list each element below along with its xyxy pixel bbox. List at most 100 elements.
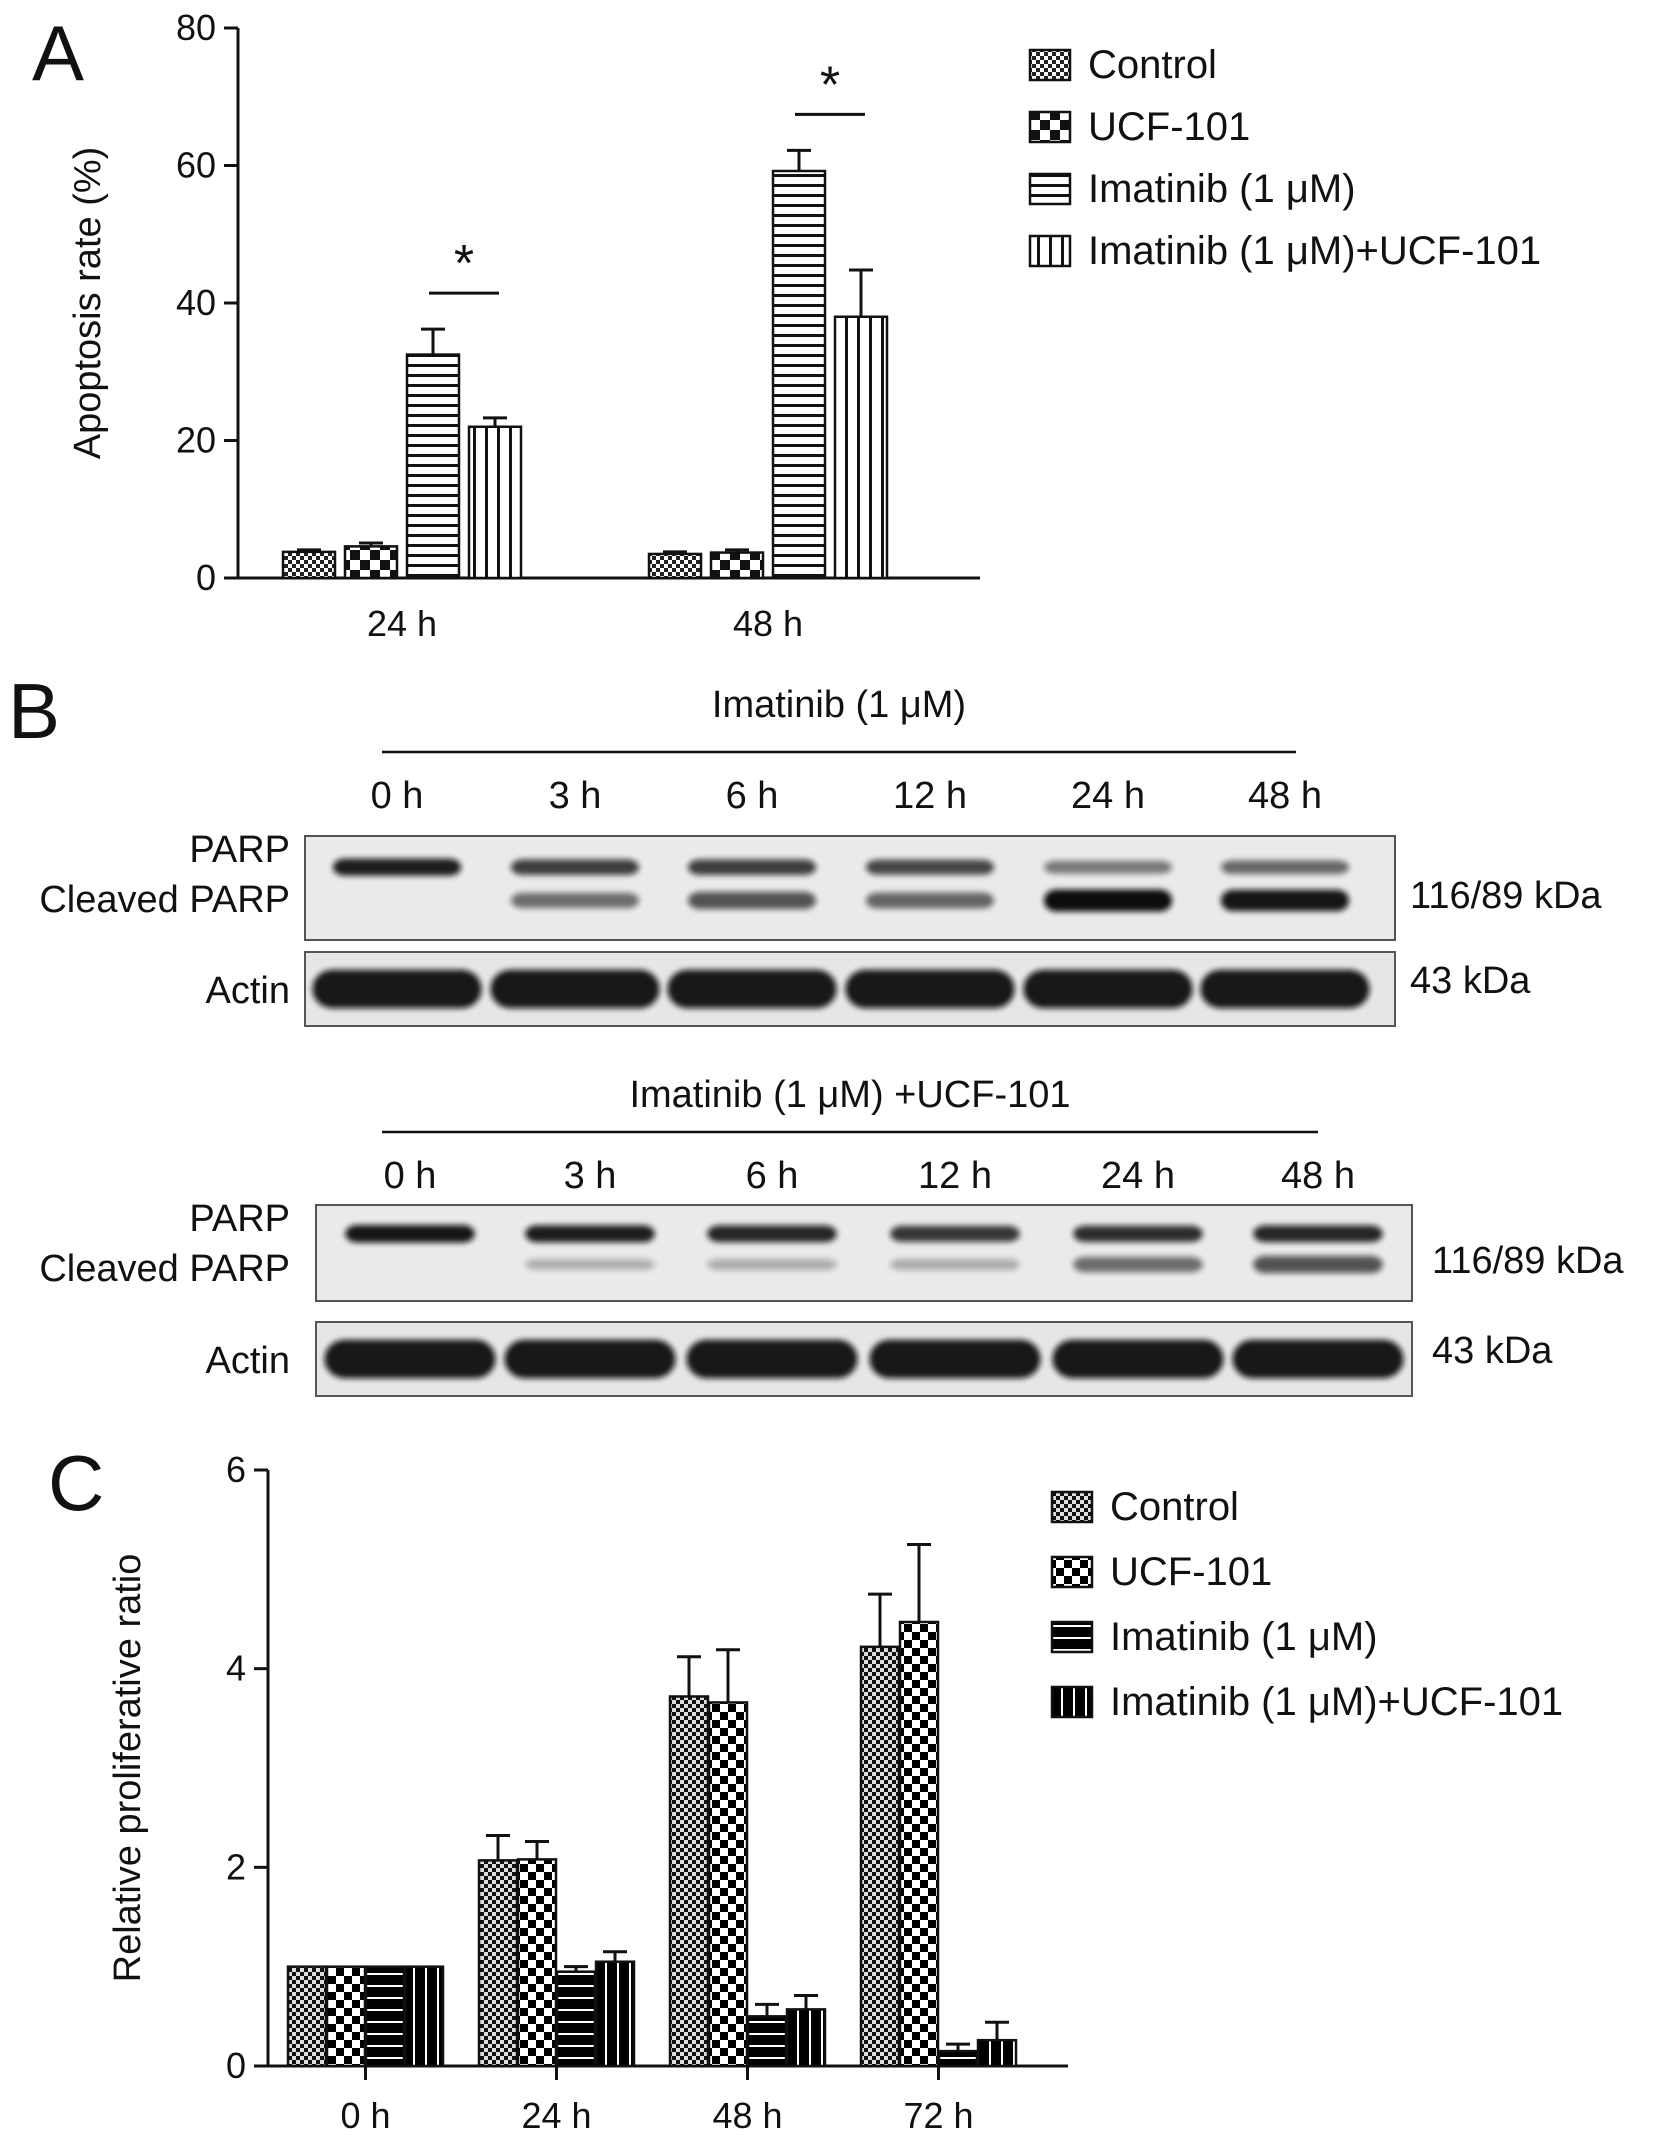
chart-apoptosis-rate: 0 20 40 60 80 Apoptosis rate (%) 24 h 48 h * * Con… (67, 7, 1541, 644)
actin-band (667, 969, 837, 1009)
y-tick-label: 0 (226, 2045, 246, 2086)
legend-swatch-imatinib-1-m (1028, 172, 1072, 206)
chart-relative-proliferative-ratio: 0 2 4 6 Relative proliferative ratio 0 h 24 h 4… (107, 1449, 1563, 2136)
cleaved-parp-band (1043, 889, 1173, 912)
bar-imatinib-1-m-ucf-101-72-h (976, 2038, 1018, 2068)
actin-row-label: Actin (206, 970, 290, 1012)
legend-label-imatinib-1-m-ucf-101: Imatinib (1 μM)+UCF-101 (1110, 1680, 1563, 1724)
y-tick-label: 6 (226, 1449, 246, 1490)
blot-timepoint-label: 24 h (1101, 1155, 1175, 1197)
legend-swatch-control (1028, 48, 1072, 82)
actin-row-label: Actin (206, 1340, 290, 1382)
bar-control-48-h (668, 1695, 710, 2068)
y-axis-title: Apoptosis rate (%) (67, 147, 109, 460)
bar-imatinib-1-m-ucf-101-24-h (594, 1960, 636, 2068)
parp-band (1073, 1225, 1203, 1242)
bar-ucf-101-72-h (898, 1620, 940, 2068)
bar-imatinib-1-m-ucf-101-48-h (833, 315, 889, 580)
blot-timepoint-label: 48 h (1248, 775, 1322, 817)
blot-timepoint-label: 6 h (746, 1155, 799, 1197)
actin-band (845, 969, 1015, 1009)
bar-imatinib-1-m-0-h (364, 1965, 406, 2068)
actin-band (1232, 1339, 1404, 1379)
bar-ucf-101-0-h (325, 1965, 367, 2068)
actin-kda-label: 43 kDa (1432, 1330, 1553, 1372)
blot-timepoint-label: 3 h (549, 775, 602, 817)
parp-band (890, 1225, 1020, 1242)
cleaved-parp-band (707, 1258, 837, 1271)
legend-swatch-imatinib-1-m-ucf-101 (1028, 234, 1072, 268)
bar-imatinib-1-m-ucf-101-48-h (785, 2008, 827, 2068)
legend-label-control: Control (1088, 43, 1217, 87)
western-blot-panels: Imatinib (1 μM) 0 h 3 h 6 h 12 h 24 h 48 h PARP… (39, 684, 1624, 1397)
parp-band (345, 1225, 475, 1243)
y-tick-label: 80 (176, 7, 216, 48)
y-tick-label: 0 (196, 557, 216, 598)
x-tick-label: 48 h (733, 603, 803, 644)
blot-timepoint-label: 12 h (893, 775, 967, 817)
cleaved-parp-row-label: Cleaved PARP (39, 879, 290, 921)
cleaved-parp-band (865, 892, 995, 909)
bar-control-0-h (286, 1965, 328, 2068)
bar-ucf-101-48-h (707, 1701, 749, 2068)
parp-band (687, 859, 817, 875)
bar-imatinib-1-m-48-h (771, 169, 827, 580)
cleaved-parp-band (687, 891, 817, 910)
blot-timepoint-label: 6 h (726, 775, 779, 817)
blot-title: Imatinib (1 μM) (712, 684, 966, 726)
cleaved-parp-band (1253, 1255, 1383, 1274)
parp-band (332, 858, 462, 876)
parp-row-label: PARP (189, 1198, 290, 1240)
bar-control-48-h (647, 552, 703, 580)
legend-swatch-imatinib-1-m-ucf-101 (1050, 1685, 1094, 1719)
x-tick-label: 48 h (712, 2095, 782, 2136)
parp-band (865, 859, 995, 875)
parp-blot-membrane (315, 1204, 1413, 1302)
parp-kda-label: 116/89 kDa (1432, 1240, 1624, 1282)
parp-band (1043, 860, 1173, 874)
blot-timepoint-label: 0 h (384, 1155, 437, 1197)
y-tick-label: 60 (176, 145, 216, 186)
parp-band (1220, 860, 1350, 874)
blot-timepoint-label: 3 h (564, 1155, 617, 1197)
actin-band (324, 1339, 496, 1379)
cleaved-parp-row-label: Cleaved PARP (39, 1248, 290, 1290)
legend-label-imatinib-1-m: Imatinib (1 μM) (1110, 1615, 1378, 1659)
bar-imatinib-1-m-48-h (746, 2015, 788, 2068)
blot-timepoint-label: 24 h (1071, 775, 1145, 817)
blot-timepoint-label: 48 h (1281, 1155, 1355, 1197)
blot-timepoint-label: 12 h (918, 1155, 992, 1197)
panel-letter-c: C (48, 1439, 104, 1527)
bar-ucf-101-48-h (709, 551, 765, 580)
actin-blot-membrane (315, 1321, 1413, 1397)
y-tick-label: 4 (226, 1648, 246, 1689)
actin-band (686, 1339, 858, 1379)
actin-band (490, 969, 660, 1009)
bar-ucf-101-24-h (516, 1858, 558, 2068)
parp-band (525, 1225, 655, 1243)
bar-imatinib-1-m-ucf-101-24-h (467, 425, 523, 580)
blot-title: Imatinib (1 μM) +UCF-101 (629, 1074, 1070, 1116)
bar-imatinib-1-m-ucf-101-0-h (403, 1965, 445, 2068)
x-tick-label: 0 h (340, 2095, 390, 2136)
legend-label-control: Control (1110, 1485, 1239, 1529)
x-tick-label: 24 h (367, 603, 437, 644)
cleaved-parp-band (1220, 889, 1350, 912)
parp-band (707, 1225, 837, 1243)
x-tick-label: 24 h (521, 2095, 591, 2136)
legend-swatch-ucf-101 (1028, 110, 1072, 144)
significance-marker: * (454, 235, 474, 293)
cleaved-parp-band (890, 1258, 1020, 1271)
legend-label-imatinib-1-m: Imatinib (1 μM) (1088, 167, 1356, 211)
y-tick-label: 20 (176, 420, 216, 461)
panel-letter-b: B (8, 667, 60, 755)
actin-band (1052, 1339, 1224, 1379)
significance-marker: * (820, 56, 840, 114)
parp-band (510, 859, 640, 875)
legend-label-ucf-101: UCF-101 (1088, 105, 1250, 149)
bar-control-24-h (281, 550, 337, 580)
parp-blot-membrane (304, 835, 1396, 941)
actin-band (312, 969, 482, 1009)
parp-band (1253, 1225, 1383, 1243)
